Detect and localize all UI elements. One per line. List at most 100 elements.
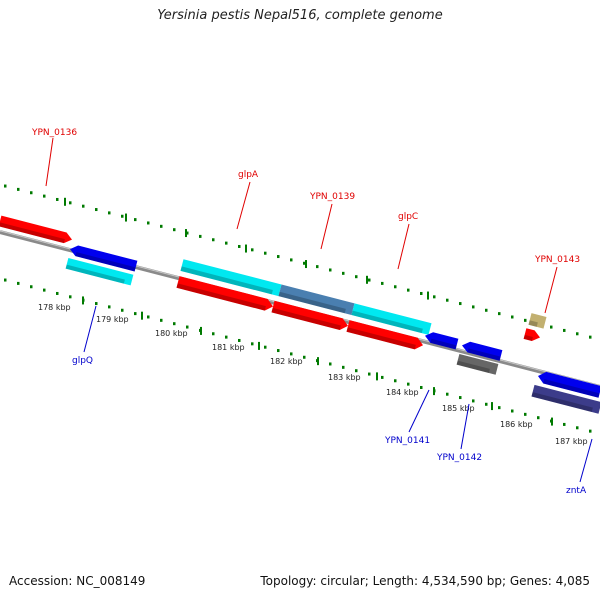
track-dot	[277, 349, 280, 353]
track-dot	[420, 385, 423, 389]
track-dot	[394, 285, 397, 289]
track-dot	[30, 285, 33, 289]
track-dot	[290, 352, 293, 356]
kbp-tick-label: 186 kbp	[500, 420, 533, 429]
feature-glpA-cds	[176, 276, 274, 311]
label-leader-line	[544, 266, 558, 314]
feature-shade	[180, 266, 273, 295]
kbp-tick-label: 178 kbp	[38, 303, 71, 312]
track-dot	[524, 318, 527, 322]
track-dot	[446, 298, 449, 302]
feature-shade	[0, 222, 65, 244]
track-dot	[394, 379, 397, 383]
feature-shade	[430, 338, 457, 350]
track-dot	[290, 258, 293, 262]
feature-shade	[528, 320, 538, 327]
track-dot	[160, 318, 163, 322]
track-dot	[524, 412, 527, 416]
feature-shape	[346, 320, 423, 350]
feature-shade	[346, 327, 416, 350]
feature-shape	[0, 215, 72, 244]
track-dot	[537, 416, 540, 420]
track-dot	[420, 291, 423, 295]
track-dot	[433, 295, 436, 299]
track-dot	[511, 315, 514, 319]
kbp-tick-label: 183 kbp	[328, 373, 361, 382]
track-dot	[576, 332, 579, 336]
feature-glpQ-cds	[70, 245, 138, 272]
track-dot	[277, 255, 280, 259]
track-dot	[550, 325, 553, 329]
feature-shade	[271, 307, 341, 330]
feature-shape	[425, 332, 459, 350]
track-dot	[589, 335, 592, 339]
track-dot	[342, 271, 345, 275]
feature-glpABC-operon-1	[180, 259, 282, 297]
track-dot	[121, 308, 124, 312]
track-dot	[459, 302, 462, 306]
track-dot	[147, 315, 150, 319]
track-dot	[212, 238, 215, 242]
track-dot	[381, 375, 384, 379]
track-dot	[563, 422, 566, 426]
track-dot	[43, 194, 46, 198]
feature-YPN_0143	[523, 328, 540, 342]
label-leader-line	[460, 403, 470, 450]
track-dot	[563, 328, 566, 332]
track-dot	[212, 332, 215, 336]
track-dot	[355, 275, 358, 279]
track-dot	[173, 322, 176, 326]
kbp-tick-label: 184 kbp	[386, 388, 419, 397]
feature-YPN_0142	[462, 341, 503, 361]
label-leader-line	[397, 223, 410, 270]
track-dot	[303, 261, 306, 265]
feature-glpABC-operon-2	[278, 284, 355, 315]
feature-shape	[271, 300, 348, 330]
gene-label: zntA	[566, 486, 587, 496]
feature-shade	[351, 310, 423, 334]
gene-label: glpQ	[72, 356, 93, 366]
feature-shape	[351, 303, 432, 335]
track-dot	[108, 211, 111, 215]
kbp-tick-label: 187 kbp	[555, 437, 588, 446]
track-dot	[472, 399, 475, 403]
track-dot	[381, 281, 384, 285]
feature-zntA-gene	[531, 384, 600, 414]
track-dot	[251, 342, 254, 346]
track-dot	[498, 406, 501, 410]
track-dot	[95, 302, 98, 306]
track-dot	[4, 278, 7, 282]
track-dot	[43, 288, 46, 292]
track-dot	[264, 251, 267, 255]
feature-shape	[528, 313, 547, 329]
track-dot	[199, 234, 202, 238]
track-dot	[121, 214, 124, 218]
gene-label: YPN_0139	[309, 192, 355, 202]
feature-shape	[180, 259, 282, 297]
label-leader-line	[408, 389, 430, 433]
kbp-tick-label: 179 kbp	[96, 315, 129, 324]
track-dot	[225, 335, 228, 339]
gene-label: glpA	[238, 170, 259, 180]
track-dot	[264, 345, 267, 349]
label-leader-line	[579, 438, 593, 483]
feature-shade	[176, 283, 266, 311]
track-dot	[173, 228, 176, 232]
feature-YPN_0143-gene	[528, 313, 547, 329]
track-dot	[576, 426, 579, 430]
feature-shade	[543, 379, 600, 398]
feature-shape	[65, 257, 134, 286]
feature-shade	[75, 252, 136, 272]
feature-shape	[531, 384, 600, 414]
track-dot	[56, 291, 59, 295]
track-dot	[446, 392, 449, 396]
feature-YPN_0141	[425, 332, 459, 350]
track-dot	[69, 201, 72, 205]
label-leader-line	[236, 181, 251, 230]
track-dot	[368, 278, 371, 282]
track-dot	[225, 241, 228, 245]
kbp-tick-label: 181 kbp	[212, 343, 245, 352]
feature-shape	[538, 371, 600, 398]
track-dot	[303, 355, 306, 359]
track-dot	[134, 312, 137, 316]
